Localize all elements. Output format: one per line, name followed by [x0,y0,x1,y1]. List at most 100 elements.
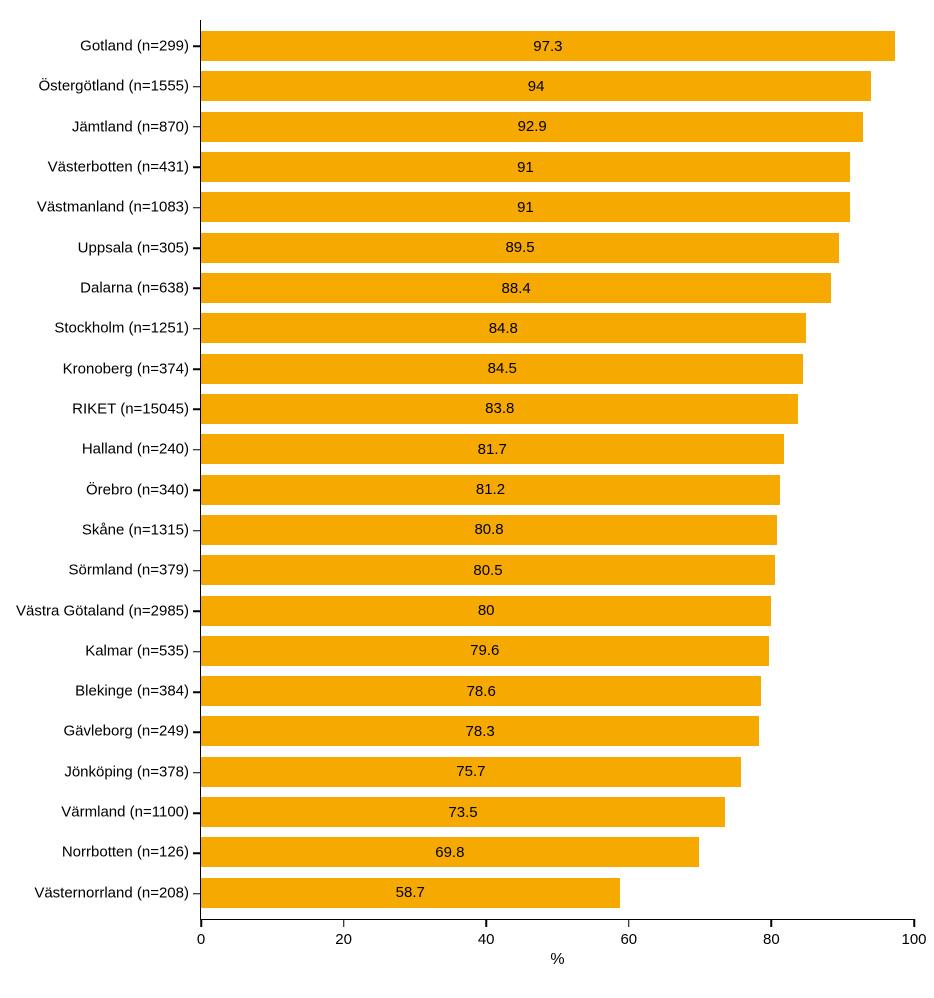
y-tick [193,449,201,451]
bar-value-label: 88.4 [502,280,531,297]
bar-value-label: 92.9 [518,118,547,135]
bar-value-label: 81.2 [476,481,505,498]
category-label: Blekinge (n=384) [1,684,201,699]
bars-region: Gotland (n=299)97.3Östergötland (n=1555)… [201,20,914,919]
bar-value-label: 58.7 [396,884,425,901]
bar-row: Blekinge (n=384)78.6 [201,676,914,706]
bar-row: Värmland (n=1100)73.5 [201,797,914,827]
bar: 80.5 [201,555,775,585]
category-label: Örebro (n=340) [1,482,201,497]
x-tick [485,919,487,927]
bar-value-label: 84.5 [488,360,517,377]
bar-row: Västmanland (n=1083)91 [201,192,914,222]
bar-value-label: 80 [478,602,495,619]
bar: 79.6 [201,636,769,666]
y-tick [193,328,201,330]
bar-row: Örebro (n=340)81.2 [201,475,914,505]
bar-value-label: 94 [528,78,545,95]
y-tick [193,86,201,88]
bar-row: Skåne (n=1315)80.8 [201,515,914,545]
category-label: Dalarna (n=638) [1,281,201,296]
x-tick-label: 40 [478,931,495,948]
bar-row: Uppsala (n=305)89.5 [201,233,914,263]
y-tick [193,368,201,370]
category-label: Gotland (n=299) [1,39,201,54]
category-label: Stockholm (n=1251) [1,321,201,336]
y-tick [193,853,201,855]
y-tick [193,247,201,249]
x-axis-title: % [550,951,564,969]
x-tick-label: 100 [901,931,926,948]
y-tick [193,651,201,653]
bar-row: Dalarna (n=638)88.4 [201,273,914,303]
bar: 91 [201,152,850,182]
bar-row: Norrbotten (n=126)69.8 [201,837,914,867]
x-tick [343,919,345,927]
category-label: Kronoberg (n=374) [1,361,201,376]
x-tick-label: 60 [620,931,637,948]
y-tick [193,893,201,895]
bar-row: Stockholm (n=1251)84.8 [201,313,914,343]
bar-value-label: 80.8 [474,521,503,538]
y-tick [193,732,201,734]
category-label: Sörmland (n=379) [1,563,201,578]
x-tick-label: 0 [197,931,205,948]
bar-row: Sörmland (n=379)80.5 [201,555,914,585]
bar-value-label: 83.8 [485,400,514,417]
x-tick [913,919,915,927]
y-tick [193,530,201,532]
bar: 81.2 [201,475,780,505]
x-tick-label: 20 [335,931,352,948]
bar: 58.7 [201,878,620,908]
bar: 78.6 [201,676,761,706]
category-label: Västernorrland (n=208) [1,885,201,900]
bar: 88.4 [201,273,831,303]
bar: 97.3 [201,31,895,61]
bar: 84.8 [201,313,806,343]
x-axis: 020406080100 [201,919,914,927]
bar-row: RIKET (n=15045)83.8 [201,394,914,424]
bar-value-label: 69.8 [435,844,464,861]
y-tick [193,45,201,47]
bar-value-label: 75.7 [456,763,485,780]
bar-value-label: 91 [517,159,534,176]
category-label: Kalmar (n=535) [1,643,201,658]
y-tick [193,570,201,572]
bar: 89.5 [201,233,839,263]
chart-container: Gotland (n=299)97.3 Östergötland (n=1555)… [0,0,934,998]
bar-row: Jönköping (n=378)75.7 [201,757,914,787]
y-tick [193,409,201,411]
category-label: Jönköping (n=378) [1,764,201,779]
category-label: Östergötland (n=1555) [1,79,201,94]
category-label: Västerbotten (n=431) [1,160,201,175]
y-tick [193,489,201,491]
bar-row: Västernorrland (n=208)58.7 [201,878,914,908]
bar-value-label: 81.7 [478,441,507,458]
y-tick [193,167,201,169]
bar: 69.8 [201,837,699,867]
bar-row: Östergötland (n=1555)94 [201,71,914,101]
x-tick [771,919,773,927]
bar: 91 [201,192,850,222]
bar: 81.7 [201,434,784,464]
bar-value-label: 80.5 [473,562,502,579]
x-tick [628,919,630,927]
category-label: Västmanland (n=1083) [1,200,201,215]
y-tick [193,126,201,128]
category-label: RIKET (n=15045) [1,401,201,416]
bar: 78.3 [201,716,759,746]
bar: 80 [201,596,771,626]
bar: 92.9 [201,112,863,142]
bar-value-label: 91 [517,199,534,216]
category-label: Jämtland (n=870) [1,119,201,134]
bar: 83.8 [201,394,798,424]
x-tick [200,919,202,927]
bar-value-label: 84.8 [489,320,518,337]
plot-area: Gotland (n=299)97.3Östergötland (n=1555)… [200,20,914,920]
y-tick [193,812,201,814]
bar-value-label: 78.6 [467,683,496,700]
y-tick [193,611,201,613]
x-tick-label: 80 [763,931,780,948]
category-label: Gävleborg (n=249) [1,724,201,739]
bar-row: Västerbotten (n=431)91 [201,152,914,182]
